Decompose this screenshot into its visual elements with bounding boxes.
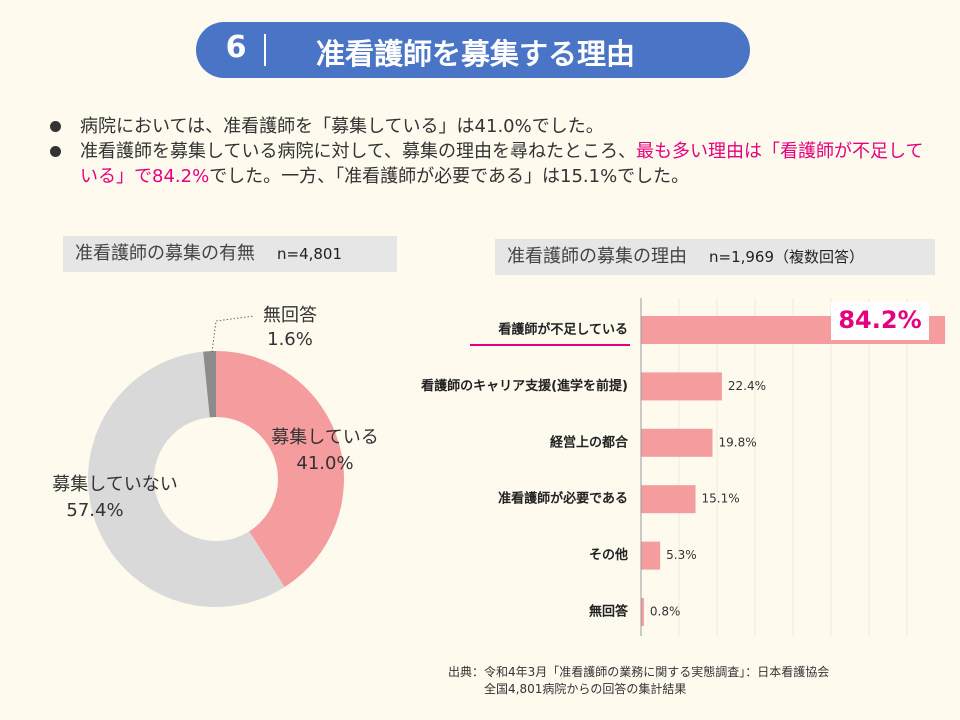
donut-segment	[216, 351, 344, 588]
value-label: 84.2%	[838, 306, 921, 334]
bullet-text: 准看護師を募集している病院に対して、募集の理由を尋ねたところ、	[80, 141, 637, 162]
title-pill: 6 准看護師を募集する理由	[196, 22, 750, 78]
bar	[641, 428, 713, 457]
bullets: 病院においては、准看護師を「募集している」は41.0%でした。 准看護師を募集して…	[48, 114, 938, 189]
segment-label: 募集している	[271, 427, 378, 448]
bar	[641, 541, 661, 570]
category-label: 看護師が不足している	[498, 322, 628, 338]
bullet-text: 病院においては、准看護師を「募集している」は41.0%でした。	[80, 116, 604, 137]
bullet-text: でした。一方、「准看護師が必要である」は15.1%でした。	[209, 166, 690, 187]
source-line: 出典：令和4年3月「准看護師の業務に関する実態調査」：日本看護協会	[448, 665, 830, 679]
category-label: 看護師のキャリア支援(進学を前提)	[421, 378, 628, 394]
bar	[641, 485, 696, 514]
chart-title-box: 准看護師の募集の有無 n=4,801	[63, 236, 397, 272]
value-label: 19.8%	[719, 435, 757, 449]
bullet: 病院においては、准看護師を「募集している」は41.0%でした。	[48, 114, 938, 139]
segment-label: 無回答	[263, 305, 317, 326]
section-number: 6	[225, 30, 247, 65]
chart-subtitle: n=4,801	[277, 245, 343, 263]
chart-title-box: 准看護師の募集の理由 n=1,969（複数回答）	[495, 239, 935, 275]
source: 出典：令和4年3月「准看護師の業務に関する実態調査」：日本看護協会 全国4,80…	[448, 664, 829, 698]
category-label: 無回答	[589, 604, 629, 620]
category-label: 経営上の都合	[550, 434, 629, 450]
donut-segment	[203, 351, 216, 418]
emphasis-text: 最も多い理由は「看護師が不足している」で84.2%	[80, 141, 924, 187]
value-label: 57.4%	[66, 500, 123, 521]
chart-title: 准看護師の募集の有無	[75, 243, 255, 264]
bar	[641, 598, 644, 626]
value-label: 41.0%	[296, 453, 353, 474]
value-label: 22.4%	[728, 379, 766, 393]
source-line: 全国4,801病院からの回答の集計結果	[484, 682, 687, 696]
bullet: 准看護師を募集している病院に対して、募集の理由を尋ねたところ、最も多い理由は「看…	[48, 139, 938, 189]
category-label: その他	[589, 547, 628, 563]
bar	[641, 372, 722, 401]
chart-subtitle: n=1,969（複数回答）	[709, 248, 865, 266]
leader-line	[211, 315, 255, 353]
value-label: 5.3%	[666, 548, 697, 562]
divider	[264, 34, 266, 66]
chart-title: 准看護師の募集の理由	[507, 246, 687, 267]
highlight-box	[831, 302, 929, 340]
donut-segment	[87, 351, 285, 607]
segment-label: 募集していない	[52, 474, 177, 495]
value-label: 15.1%	[702, 492, 740, 506]
title: 准看護師を募集する理由	[316, 37, 636, 71]
category-label: 准看護師が必要である	[498, 491, 628, 507]
value-label: 0.8%	[650, 605, 681, 619]
value-label: 1.6%	[267, 329, 313, 350]
